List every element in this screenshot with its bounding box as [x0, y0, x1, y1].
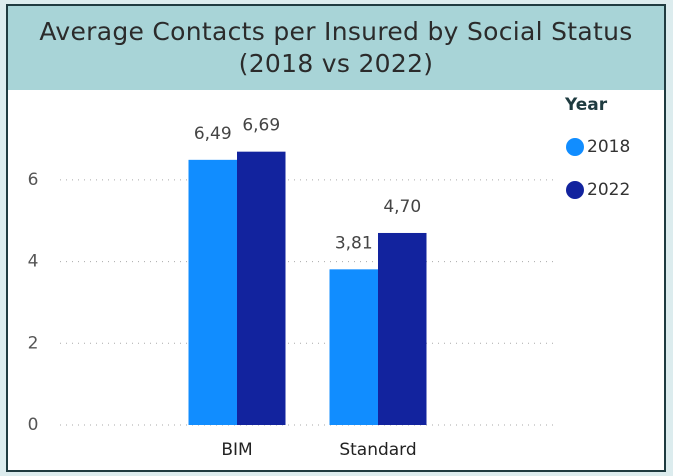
y-tick-label: 0 — [28, 415, 39, 435]
legend-marker — [566, 138, 584, 156]
x-tick-label: BIM — [221, 440, 252, 460]
legend-label: 2018 — [587, 137, 630, 157]
bar — [329, 269, 378, 425]
data-label: 4,70 — [383, 197, 421, 217]
bar — [378, 232, 427, 425]
data-label: 6,49 — [194, 124, 232, 144]
bar — [237, 151, 286, 425]
y-tick-label: 4 — [28, 252, 39, 272]
y-tick-label: 6 — [28, 170, 39, 190]
x-tick-label: Standard — [339, 440, 416, 460]
header: Average Contacts per Insured by Social S… — [8, 6, 664, 90]
legend-title: Year — [564, 95, 608, 115]
data-label: 3,81 — [335, 233, 373, 253]
chart-title: Average Contacts per Insured by Social S… — [39, 17, 633, 78]
y-tick-label: 2 — [28, 333, 39, 353]
legend-marker — [566, 181, 584, 199]
data-label: 6,69 — [242, 116, 280, 136]
legend-label: 2022 — [587, 180, 630, 200]
bar — [188, 159, 237, 425]
